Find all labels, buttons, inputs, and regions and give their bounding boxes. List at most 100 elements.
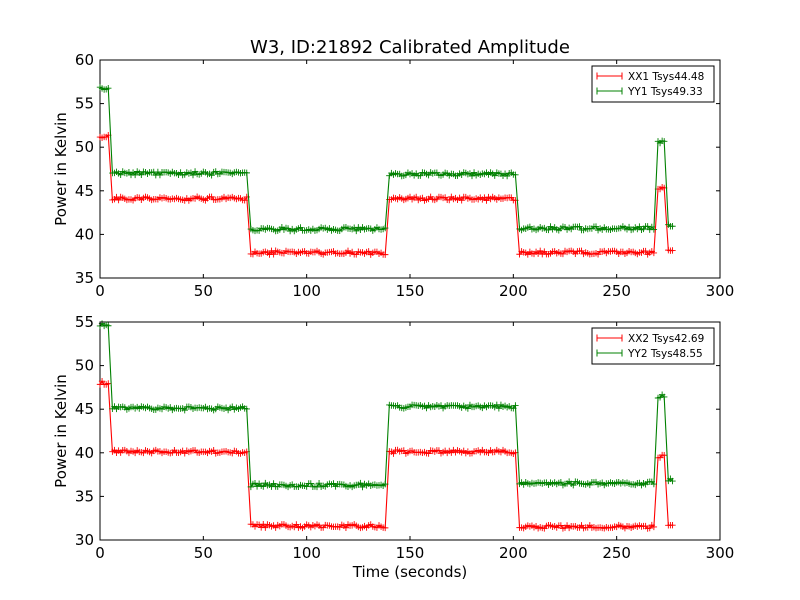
y-tick-label: 30 bbox=[75, 531, 94, 549]
data-point bbox=[483, 197, 490, 204]
x-tick-label: 300 bbox=[706, 544, 735, 562]
legend-entry-label: YY1 Tsys49.33 bbox=[627, 86, 703, 98]
x-tick-label: 100 bbox=[292, 544, 321, 562]
data-point bbox=[105, 84, 112, 92]
panel-bottom: 0 50 100 150 200 250 300 30 35 40 45 50 55 Power in… bbox=[52, 313, 734, 562]
figure-title: W3, ID:21892 Calibrated Amplitude bbox=[250, 37, 570, 58]
series-markers-1 bbox=[96, 377, 676, 532]
y-axis-top: 35 40 45 50 55 60 bbox=[75, 51, 720, 287]
data-point bbox=[342, 524, 350, 531]
x-tick-label: 150 bbox=[396, 544, 425, 562]
data-point bbox=[545, 226, 552, 234]
y-tick-label: 40 bbox=[75, 444, 94, 462]
y-tick-label: 55 bbox=[75, 95, 94, 113]
data-point bbox=[353, 227, 360, 235]
y-tick-label: 60 bbox=[75, 51, 94, 69]
data-point bbox=[642, 247, 649, 255]
data-point bbox=[650, 249, 658, 257]
x-tick-label: 200 bbox=[499, 282, 528, 300]
data-point bbox=[382, 224, 389, 232]
data-point bbox=[105, 322, 112, 329]
panel-top: 0 50 100 150 200 250 300 35 40 45 50 55 60 Power in… bbox=[52, 51, 734, 300]
x-tick-label: 0 bbox=[95, 282, 105, 300]
y-tick-label: 35 bbox=[75, 487, 94, 505]
y-tick-label: 55 bbox=[75, 313, 94, 331]
data-point bbox=[270, 251, 277, 258]
x-tick-label: 250 bbox=[602, 282, 631, 300]
x-tick-label: 100 bbox=[292, 282, 321, 300]
data-point bbox=[390, 450, 397, 457]
legend-entry-label: XX2 Tsys42.69 bbox=[628, 333, 704, 345]
data-point bbox=[512, 171, 519, 179]
data-point bbox=[570, 481, 577, 489]
x-tick-label: 0 bbox=[95, 544, 105, 562]
x-tick-label: 300 bbox=[706, 282, 735, 300]
data-point bbox=[661, 138, 668, 145]
legend-swatch-marker bbox=[596, 334, 623, 342]
data-point bbox=[117, 171, 124, 179]
y-axis-bottom: 30 35 40 45 50 55 bbox=[75, 313, 720, 549]
series-markers-2 bbox=[96, 320, 676, 491]
y-tick-label: 50 bbox=[75, 357, 94, 375]
data-point bbox=[382, 524, 389, 532]
y-tick-label: 50 bbox=[75, 138, 94, 156]
y-tick-label: 45 bbox=[75, 400, 94, 418]
data-point bbox=[537, 247, 544, 255]
data-point bbox=[512, 402, 519, 409]
data-point bbox=[243, 405, 250, 413]
data-point bbox=[669, 477, 676, 485]
x-tick-label: 250 bbox=[602, 544, 631, 562]
legend-swatch-marker bbox=[596, 72, 623, 80]
data-point bbox=[669, 247, 676, 254]
data-point bbox=[382, 251, 389, 258]
data-point bbox=[592, 223, 600, 230]
data-point bbox=[241, 197, 248, 204]
data-point bbox=[251, 479, 259, 487]
data-point bbox=[495, 405, 503, 412]
legend-box bbox=[591, 327, 715, 365]
y-axis-label-top: Power in Kelvin bbox=[52, 112, 70, 226]
x-tick-label: 200 bbox=[499, 544, 528, 562]
x-tick-label: 50 bbox=[194, 544, 213, 562]
data-point bbox=[661, 393, 668, 401]
legend-bottom: XX2 Tsys42.69 YY2 Tsys48.55 bbox=[591, 327, 715, 365]
data-point bbox=[669, 521, 676, 529]
data-point bbox=[576, 223, 583, 230]
legend-box bbox=[591, 65, 715, 103]
series-markers-1 bbox=[96, 132, 676, 258]
data-point bbox=[365, 248, 372, 255]
data-point bbox=[307, 480, 314, 487]
data-point bbox=[464, 405, 472, 412]
data-point bbox=[262, 524, 269, 531]
data-point bbox=[98, 377, 106, 385]
series-layer-bottom bbox=[96, 320, 676, 532]
data-point bbox=[669, 223, 676, 230]
data-point bbox=[105, 380, 112, 387]
data-point bbox=[243, 169, 250, 177]
legend-top: XX1 Tsys44.48 YY1 Tsys49.33 bbox=[591, 65, 715, 103]
data-point bbox=[382, 480, 389, 488]
data-point bbox=[315, 480, 323, 487]
data-point bbox=[260, 483, 267, 490]
data-point bbox=[650, 523, 658, 531]
x-axis-label: Time (seconds) bbox=[352, 563, 468, 581]
data-point bbox=[357, 479, 364, 487]
series-markers-2 bbox=[96, 83, 676, 235]
y-tick-label: 40 bbox=[75, 225, 94, 243]
data-point bbox=[661, 452, 668, 459]
data-point bbox=[644, 223, 651, 230]
data-point bbox=[417, 172, 424, 179]
data-point bbox=[650, 480, 658, 488]
data-point bbox=[650, 226, 658, 233]
legend-entry-label: XX1 Tsys44.48 bbox=[628, 71, 704, 83]
y-tick-label: 45 bbox=[75, 182, 94, 200]
series-layer-top bbox=[96, 83, 676, 258]
x-axis-top: 0 50 100 150 200 250 300 bbox=[95, 60, 734, 300]
x-tick-label: 150 bbox=[396, 282, 425, 300]
x-axis-bottom: 0 50 100 150 200 250 300 bbox=[95, 322, 734, 562]
legend-swatch-marker bbox=[596, 87, 623, 95]
legend-entry-label: YY2 Tsys48.55 bbox=[627, 348, 703, 360]
data-point bbox=[131, 171, 139, 179]
y-axis-label-bottom: Power in Kelvin bbox=[52, 374, 70, 488]
